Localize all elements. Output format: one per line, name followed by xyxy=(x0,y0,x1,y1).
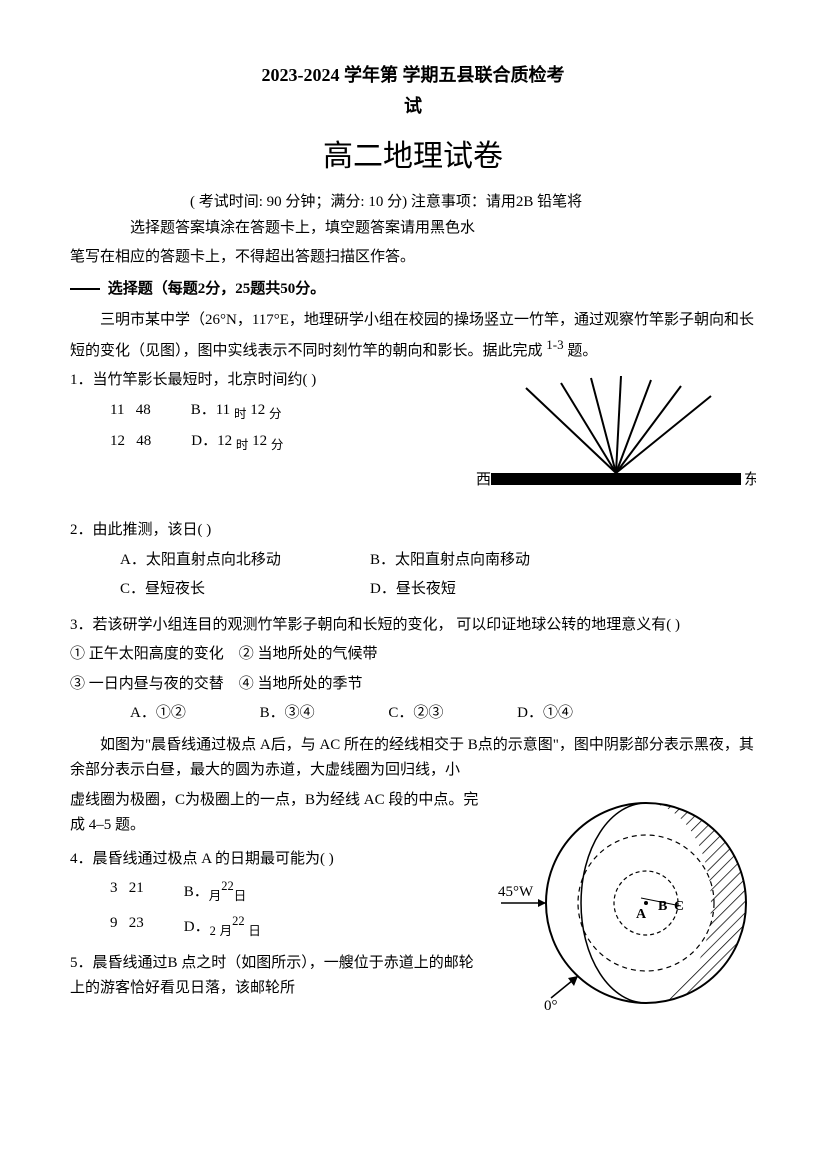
exam-info: ( 考试时间: 90 分钟；满分: 10 分) 注意事项：请用2B 铅笔将 xyxy=(70,190,756,216)
instructions-1: 选择题答案填涂在答题卡上，填空题答案请用黑色水 xyxy=(70,216,756,242)
exam-header-line1: 2023-2024 学年第 学期五县联合质检考 xyxy=(70,60,756,91)
q1-row: 1．当竹竿影长最短时，北京时间约( ) 11 48 B．11 时 12 分 12… xyxy=(70,368,756,508)
instructions-2: 笔写在相应的答题卡上，不得超出答题扫描区作答。 xyxy=(70,245,756,271)
passage-1: 三明市某中学（26°N，117°E，地理研学小组在校园的操场竖立一竹竿，通过观察… xyxy=(70,308,756,364)
q4-optA: 3 21 xyxy=(110,876,144,907)
q1-text: 1．当竹竿影长最短时，北京时间约( ) xyxy=(70,368,466,394)
east-label: 东 xyxy=(744,471,756,488)
passage-2b: 虚线圈为极圈，C为极圈上的一点，B为经线 AC 段的中点。完成 4–5 题。 xyxy=(70,788,486,839)
q1-options-row2: 12 48 D．12 时 12 分 xyxy=(70,429,466,456)
q5-text: 5．晨昏线通过B 点之时（如图所示），一艘位于赤道上的邮轮上的游客恰好看见日落，… xyxy=(70,951,486,1002)
q3-text: 3．若该研学小组连目的观测竹竿影子朝向和长短的变化， 可以印证地球公转的地理意义… xyxy=(70,613,756,639)
svg-text:0°: 0° xyxy=(544,998,558,1014)
section-title: 选择题（每题2分，25题共50分。 xyxy=(108,281,326,297)
q2-options-row2: C．昼短夜长 D．昼长夜短 xyxy=(70,577,756,603)
q2-optA: A．太阳直射点向北移动 xyxy=(120,548,370,574)
q4-options-row2: 9 23 D．2 月22 日 xyxy=(70,911,486,942)
dash-icon xyxy=(70,288,100,290)
q3-optA: A．①② xyxy=(130,701,186,727)
q2-optC: C．昼短夜长 xyxy=(120,577,370,603)
q1-optB: B．11 时 12 分 xyxy=(191,398,282,425)
q3-optD: D．①④ xyxy=(517,701,573,727)
q2-optD: D．昼长夜短 xyxy=(370,577,456,603)
q1-optD: D．12 时 12 分 xyxy=(191,429,283,456)
exam-header-line2: 试 xyxy=(70,91,756,122)
q4-row: 虚线圈为极圈，C为极圈上的一点，B为经线 AC 段的中点。完成 4–5 题。 4… xyxy=(70,788,756,1018)
q3-items-row1: ① 正午太阳高度的变化 ② 当地所处的气候带 xyxy=(70,642,756,668)
q3-optB: B．③④ xyxy=(260,701,315,727)
svg-text:45°W: 45°W xyxy=(498,884,534,900)
q1-optA: 11 48 xyxy=(110,398,151,425)
q1-optC: 12 48 xyxy=(110,429,151,456)
q3-items-row2: ③ 一日内昼与夜的交替 ④ 当地所处的季节 xyxy=(70,672,756,698)
q4-optC: 9 23 xyxy=(110,911,144,942)
q2-options-row1: A．太阳直射点向北移动 B．太阳直射点向南移动 xyxy=(70,548,756,574)
svg-text:C: C xyxy=(674,899,684,914)
svg-text:A: A xyxy=(636,907,647,922)
q1-options-row1: 11 48 B．11 时 12 分 xyxy=(70,398,466,425)
main-title: 高二地理试卷 xyxy=(70,131,756,182)
passage-2: 如图为"晨昏线通过极点 A后，与 AC 所在的经线相交于 B点的示意图"，图中阴… xyxy=(70,733,756,784)
q4-optD: D．2 月22 日 xyxy=(184,911,261,942)
q4-text: 4．晨昏线通过极点 A 的日期最可能为( ) xyxy=(70,847,486,873)
globe-diagram: 45°W 0° A B C xyxy=(496,788,756,1018)
q4-optB: B．月22日 xyxy=(184,876,247,907)
q4-options-row1: 3 21 B．月22日 xyxy=(70,876,486,907)
q3-optC: C．②③ xyxy=(388,701,443,727)
q2-text: 2．由此推测，该日( ) xyxy=(70,518,756,544)
q3-options: A．①② B．③④ C．②③ D．①④ xyxy=(70,701,756,727)
shadow-diagram: 西 东 xyxy=(466,368,756,508)
west-label: 西 xyxy=(476,472,491,488)
section-header: 选择题（每题2分，25题共50分。 xyxy=(70,277,756,303)
q2-optB: B．太阳直射点向南移动 xyxy=(370,548,530,574)
